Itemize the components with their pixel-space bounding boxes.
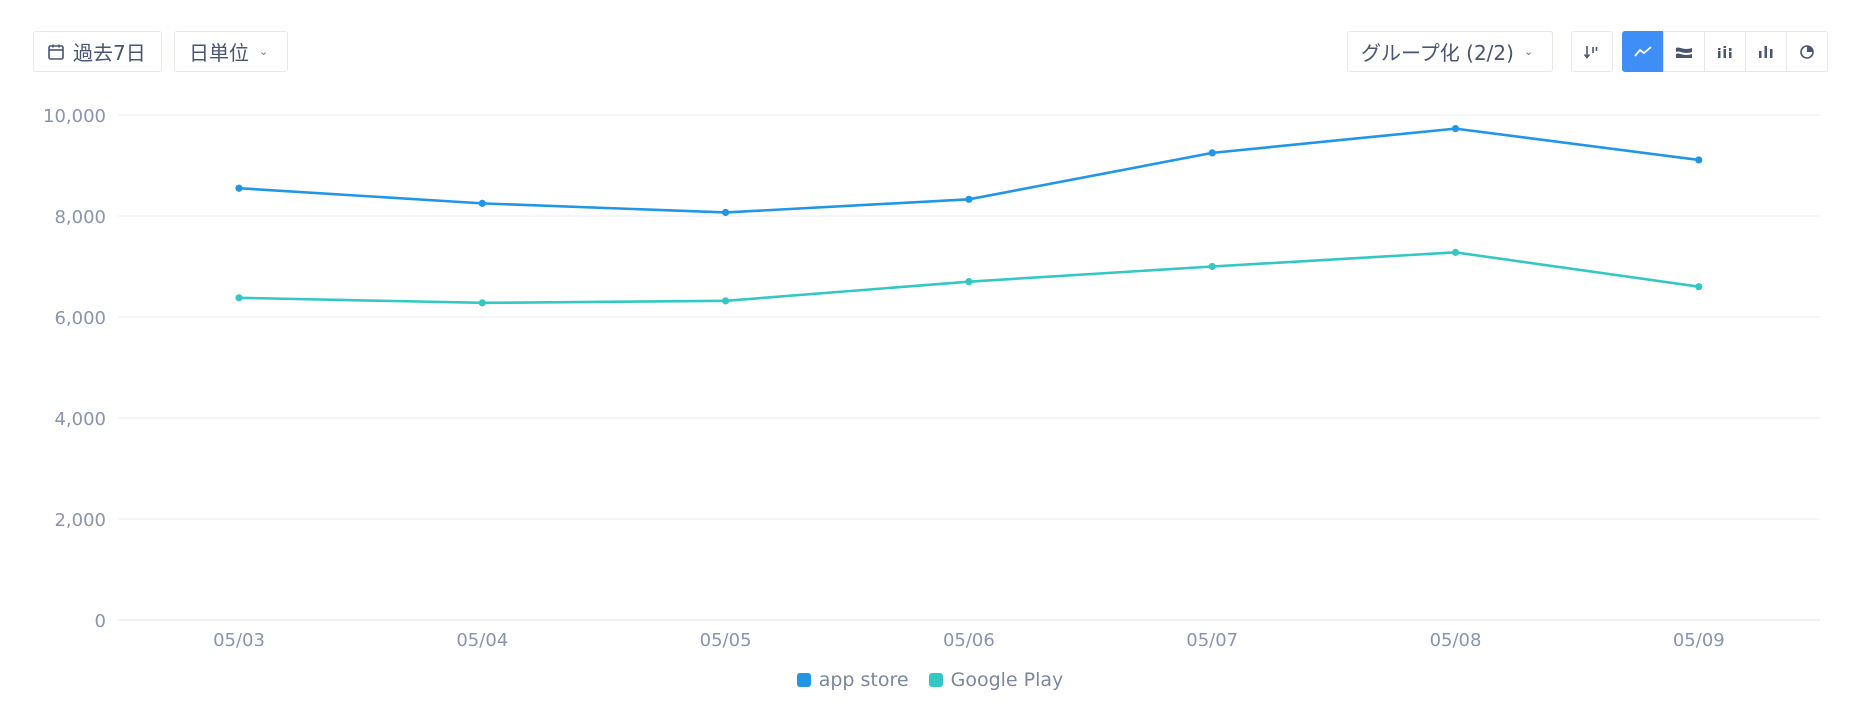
y-tick-label: 10,000 bbox=[43, 106, 106, 127]
data-point[interactable] bbox=[235, 184, 243, 192]
x-tick-label: 05/05 bbox=[700, 630, 752, 651]
y-tick-label: 6,000 bbox=[54, 308, 106, 329]
data-point[interactable] bbox=[1208, 262, 1216, 271]
date-range-button[interactable]: 過去7日 bbox=[33, 31, 162, 72]
x-tick-label: 05/07 bbox=[1186, 630, 1238, 651]
y-tick-label: 8,000 bbox=[54, 207, 106, 228]
legend-item-google-play[interactable]: Google Play bbox=[928, 669, 1064, 691]
pie-chart-icon bbox=[1800, 44, 1814, 59]
chevron-down-icon: ⌄ bbox=[259, 45, 269, 58]
stacked-bar-button[interactable] bbox=[1704, 31, 1746, 72]
calendar-icon bbox=[48, 44, 64, 60]
data-point[interactable] bbox=[478, 199, 486, 207]
data-point[interactable] bbox=[1695, 156, 1703, 164]
x-tick-label: 05/06 bbox=[943, 630, 995, 651]
bar-chart-icon bbox=[1759, 45, 1773, 58]
legend-swatch bbox=[928, 673, 943, 687]
y-tick-label: 4,000 bbox=[54, 409, 106, 430]
date-range-label: 過去7日 bbox=[73, 41, 146, 65]
y-tick-label: 2,000 bbox=[54, 510, 106, 531]
sort-button[interactable] bbox=[1571, 31, 1613, 72]
legend-swatch bbox=[796, 673, 811, 687]
unit-label: 日単位 bbox=[189, 41, 249, 65]
chart-legend: app store Google Play bbox=[0, 669, 1860, 691]
line-chart: 0 2,000 4,000 6,000 8,000 10,000 05/03 05/04 05… bbox=[43, 106, 1820, 651]
legend-label: Google Play bbox=[950, 669, 1064, 691]
area-chart-icon bbox=[1676, 47, 1692, 58]
x-tick-label: 05/08 bbox=[1430, 630, 1482, 651]
area-chart-button[interactable] bbox=[1663, 31, 1705, 72]
data-point[interactable] bbox=[722, 297, 730, 305]
legend-label: app store bbox=[818, 669, 909, 691]
series-line bbox=[238, 251, 1699, 305]
data-point[interactable] bbox=[722, 208, 730, 217]
unit-select[interactable]: 日単位 ⌄ bbox=[174, 31, 288, 72]
x-tick-label: 05/09 bbox=[1673, 630, 1725, 651]
chevron-down-icon: ⌄ bbox=[1523, 45, 1534, 58]
legend-item-app-store[interactable]: app store bbox=[796, 669, 909, 691]
y-tick-label: 0 bbox=[95, 611, 106, 632]
data-point[interactable] bbox=[965, 195, 973, 203]
pie-chart-button[interactable] bbox=[1786, 31, 1828, 72]
line-chart-icon bbox=[1634, 45, 1652, 57]
data-point[interactable] bbox=[235, 294, 243, 302]
stacked-bar-icon bbox=[1718, 45, 1732, 58]
data-point[interactable] bbox=[1695, 283, 1703, 291]
data-point[interactable] bbox=[478, 299, 486, 307]
group-label: グループ化 (2/2) bbox=[1361, 41, 1514, 65]
data-point[interactable] bbox=[1451, 248, 1460, 256]
data-point[interactable] bbox=[1208, 149, 1216, 157]
data-point[interactable] bbox=[1451, 125, 1460, 133]
sort-icon bbox=[1583, 45, 1598, 59]
x-tick-label: 05/03 bbox=[213, 630, 265, 651]
x-tick-label: 05/04 bbox=[456, 630, 508, 651]
group-select[interactable]: グループ化 (2/2) ⌄ bbox=[1347, 31, 1553, 72]
data-point[interactable] bbox=[965, 278, 973, 286]
